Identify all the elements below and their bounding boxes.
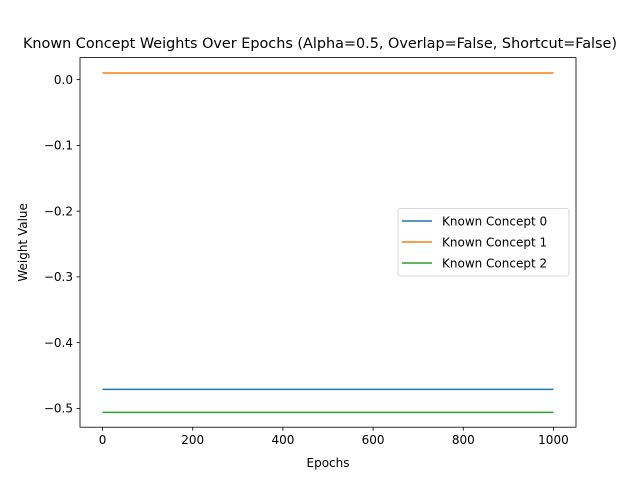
plot-frame: [79, 57, 577, 428]
legend-label-2: Known Concept 2: [442, 256, 547, 270]
series-layer: [102, 72, 554, 414]
x-axis: 0 200 400 600 800 1000: [99, 427, 569, 447]
legend-box: [397, 208, 570, 277]
y-tick-label: 0.0: [54, 73, 73, 87]
plot-area: [79, 57, 577, 428]
chart-title: Known Concept Weights Over Epochs (Alpha…: [23, 36, 617, 52]
y-axis-label: Weight Value: [16, 203, 30, 282]
legend-label-0: Known Concept 0: [442, 214, 547, 228]
y-tick-label: −0.3: [44, 270, 73, 284]
y-tick-label: −0.4: [44, 336, 73, 350]
y-tick-label: −0.5: [44, 402, 73, 416]
legend: Known Concept 0 Known Concept 1 Known Conc…: [397, 208, 570, 277]
x-tick-label: 400: [271, 433, 294, 447]
x-axis-label: Epochs: [307, 456, 350, 470]
x-tick-label: 600: [362, 433, 385, 447]
x-tick-label: 0: [99, 433, 107, 447]
y-tick-label: −0.1: [44, 139, 73, 153]
x-tick-label: 800: [452, 433, 475, 447]
x-tick-label: 200: [181, 433, 204, 447]
y-tick-label: −0.2: [44, 204, 73, 218]
legend-label-1: Known Concept 1: [442, 235, 547, 249]
x-tick-label: 1000: [538, 433, 569, 447]
y-axis: 0.0 −0.1 −0.2 −0.3 −0.4 −0.5: [44, 73, 80, 416]
